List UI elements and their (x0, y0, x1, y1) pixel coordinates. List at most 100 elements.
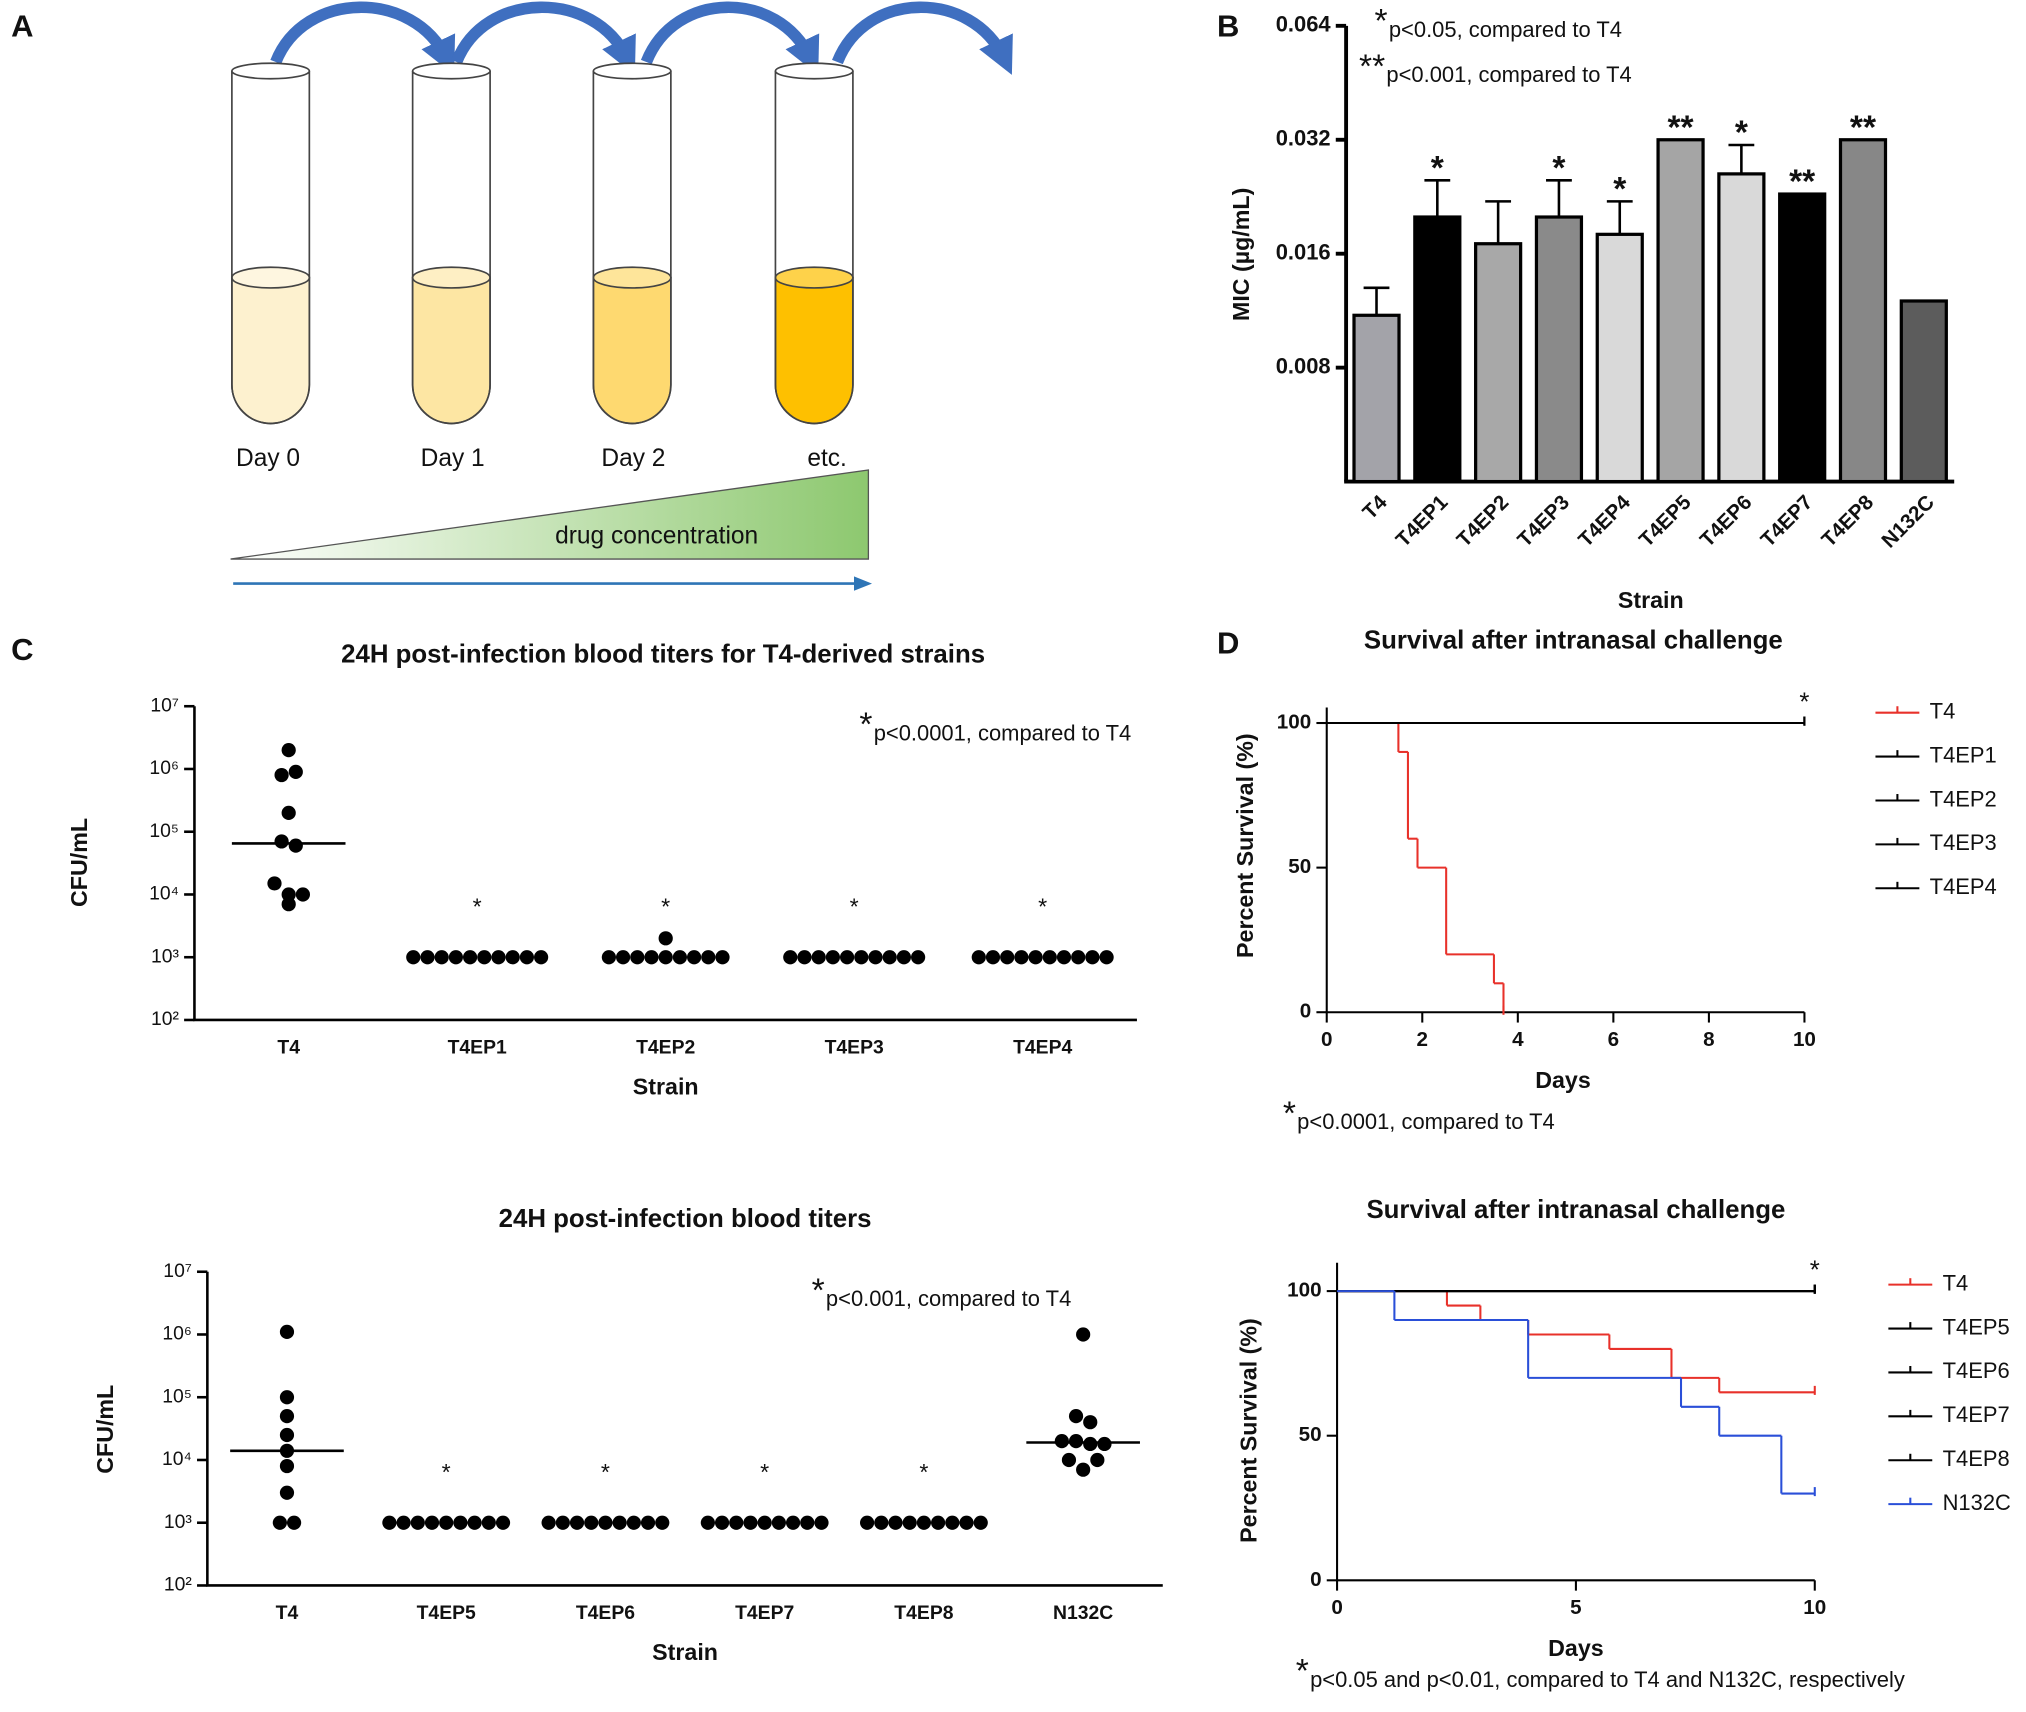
dot (1099, 950, 1114, 965)
dot (814, 1515, 829, 1530)
x-tick-label: T4EP1 (1392, 491, 1453, 552)
x-tick-label: T4 (276, 1602, 299, 1624)
dot (288, 764, 303, 779)
dot (1076, 1327, 1091, 1342)
x-tick-label: T4EP2 (1452, 491, 1513, 552)
x-tick-label: T4EP8 (1817, 491, 1878, 552)
gradient-label: drug concentration (555, 523, 758, 550)
dot (555, 1515, 570, 1530)
dot (1076, 1462, 1091, 1477)
day-label: Day 1 (421, 445, 485, 472)
dot (971, 950, 986, 965)
dot (640, 1515, 656, 1530)
y-tick-label: 10⁷ (150, 694, 179, 716)
significance: * (919, 1459, 928, 1485)
x-tick-label: T4 (277, 1036, 300, 1058)
dot (601, 950, 616, 965)
dot (274, 834, 289, 849)
annotation: * (1810, 1257, 1820, 1285)
dot (931, 1515, 946, 1530)
dot (1028, 950, 1043, 965)
x-tick-label: T4EP5 (417, 1602, 476, 1624)
legend-label: T4EP1 (1930, 742, 1997, 767)
dot (714, 1515, 730, 1530)
dot (420, 950, 435, 965)
dot (467, 1515, 482, 1530)
x-tick-label: T4EP6 (1696, 491, 1757, 552)
dot (1042, 950, 1057, 965)
y-tick-label: 10⁷ (163, 1260, 192, 1282)
y-axis-label: CFU/mL (92, 1385, 118, 1474)
arrow (832, 1, 1013, 75)
dot (854, 950, 869, 965)
y-tick-label: 0.008 (1276, 353, 1331, 378)
dot (274, 767, 289, 783)
y-tick-label: 0.016 (1276, 239, 1331, 264)
day-label: Day 0 (236, 445, 300, 472)
dot (1097, 1436, 1112, 1452)
dot (267, 876, 282, 891)
y-tick-label: 10³ (151, 945, 180, 967)
legend-label: N132C (1943, 1490, 2011, 1515)
significance: * (760, 1459, 769, 1485)
legend-label: T4EP5 (1943, 1314, 2010, 1339)
dot (1083, 1415, 1098, 1430)
tube-rim (774, 62, 854, 80)
bar (1838, 138, 1888, 484)
dot (534, 950, 549, 965)
dot (281, 805, 296, 820)
legend-label: T4EP8 (1943, 1446, 2010, 1471)
chart-title: 24H post-infection blood titers for T4-d… (341, 641, 985, 669)
dot (860, 1515, 875, 1530)
significance: * (473, 893, 482, 919)
tube (592, 71, 672, 425)
significance: * (601, 1459, 610, 1485)
y-tick-label: 0 (1310, 1568, 1321, 1591)
dot (959, 1515, 974, 1530)
note-text: p<0.0001, compared to T4 (874, 720, 1132, 745)
significance: ** (1789, 164, 1816, 201)
dot (612, 1515, 627, 1530)
note-symbol: * (859, 707, 872, 744)
chart-title: Survival after intranasal challenge (1364, 627, 1783, 655)
x-tick-label: 5 (1570, 1596, 1581, 1619)
x-axis-label: Days (1548, 1635, 1604, 1661)
x-tick-label: T4EP7 (735, 1602, 794, 1624)
dot (888, 1515, 903, 1530)
y-tick-label: 10² (151, 1008, 180, 1030)
dot (672, 950, 687, 965)
dot (279, 1390, 295, 1405)
dot (1068, 1433, 1084, 1449)
bar (1595, 232, 1644, 484)
y-tick-label: 10² (164, 1574, 193, 1596)
dot (715, 950, 730, 965)
dot (658, 950, 673, 965)
dot (279, 1324, 295, 1339)
dot (644, 950, 659, 965)
liquid-top (231, 266, 311, 289)
dot (701, 950, 716, 965)
dot (729, 1515, 744, 1530)
dot (288, 838, 303, 853)
dot (785, 1515, 801, 1530)
y-tick-label: 10⁶ (149, 757, 179, 779)
dot (1068, 1409, 1084, 1424)
y-tick-label: 100 (1277, 710, 1311, 733)
dot (272, 1515, 287, 1530)
dot (410, 1515, 425, 1530)
dot (700, 1515, 715, 1530)
dot (396, 1515, 411, 1530)
note-symbol: * (812, 1272, 825, 1309)
day-label: Day 2 (601, 445, 665, 472)
note-text: p<0.001, compared to T4 (1386, 62, 1631, 87)
dot (279, 1458, 295, 1474)
dot (519, 950, 535, 965)
dot (1061, 1452, 1077, 1468)
y-tick-label: 0.032 (1276, 126, 1331, 151)
tube (231, 71, 311, 425)
annotation: * (1799, 688, 1809, 716)
bar (1534, 215, 1584, 484)
significance: * (850, 893, 859, 919)
x-tick-label: 4 (1512, 1028, 1524, 1051)
